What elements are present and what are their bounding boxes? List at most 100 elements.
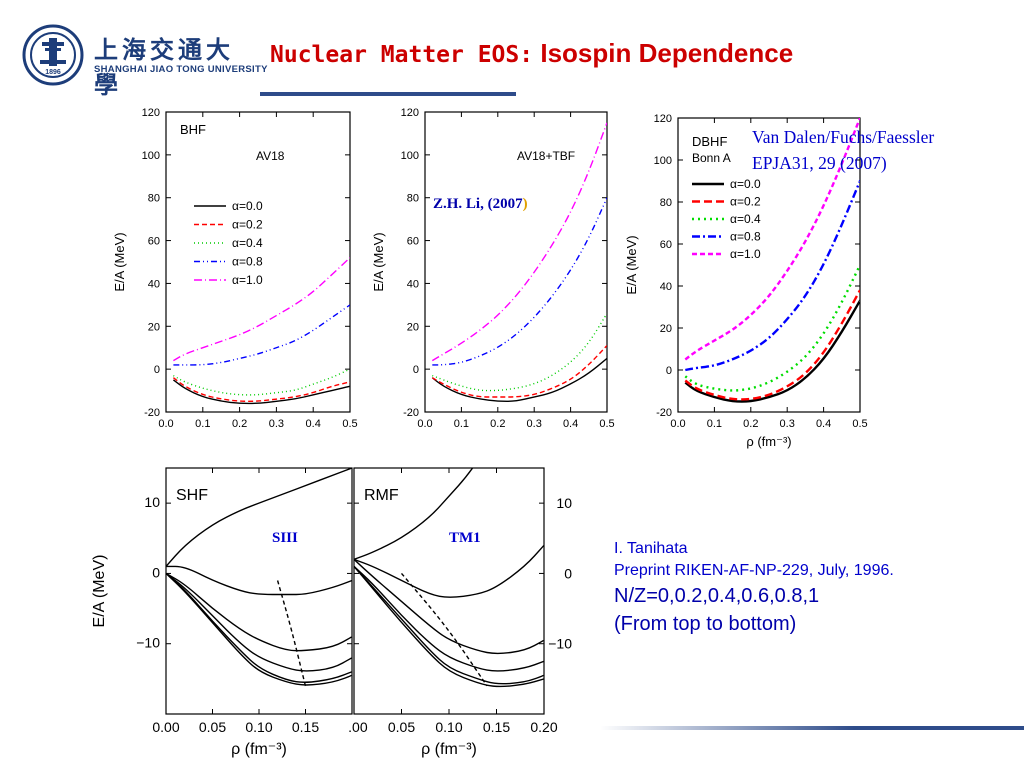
series-line---0-2 [431, 344, 607, 398]
series-line---1-0 [173, 257, 350, 362]
dbhf-credit-line1: Van Dalen/Fuchs/Faessler [752, 127, 935, 147]
y-tick-label: 10 [144, 494, 160, 510]
x-tick-label: 0.0 [417, 418, 432, 430]
series-line---0-8 [685, 179, 860, 372]
y-tick-label: -20 [144, 407, 160, 419]
panel-subtitle: AV18+TBF [517, 149, 575, 163]
series-line---0-0 [431, 357, 607, 403]
series-line---0-2 [172, 377, 350, 403]
plot-frame [165, 467, 353, 715]
x-tick-label: 0.0 [158, 418, 173, 430]
x-tick-label: 0.5 [852, 418, 867, 430]
university-name-cn: 上海交通大學 [94, 35, 234, 99]
x-tick-label: 0.5 [599, 418, 614, 430]
x-tick-label: 0.4 [563, 418, 578, 430]
x-tick-label: 0.2 [490, 418, 505, 430]
series-line-n-z-0-6 [166, 572, 352, 672]
legend-label: α=0.8 [730, 230, 761, 244]
series-line-n-z-0-2 [166, 565, 352, 596]
y-tick-label: 20 [148, 321, 160, 333]
series-line---0-4 [432, 313, 607, 392]
zhli-credit-paren: ) [522, 196, 528, 212]
y-tick-label: 60 [148, 236, 160, 248]
y-tick-label: -20 [656, 407, 672, 419]
y-tick-label: 40 [148, 278, 160, 290]
y-tick-label: 40 [660, 281, 672, 293]
legend-label: α=0.8 [232, 255, 263, 269]
y-axis-label: E/A (MeV) [624, 235, 639, 294]
x-tick-label: 0.2 [232, 418, 247, 430]
y-tick-label: 60 [407, 236, 419, 248]
series-line-n-z-0-8 [354, 565, 544, 685]
series-line-n-z-1 [354, 565, 544, 688]
chart-dbhf: 0.0 0.1 0.2 0.3 0.4 0.5 -20 0 20 40 60 80 100 120 ρ (f… [624, 113, 868, 449]
series-line-n-z-1 [166, 572, 352, 686]
x-tick-label: 0.4 [816, 418, 831, 430]
y-tick-label: 60 [660, 239, 672, 251]
x-axis-label: ρ (fm⁻³) [231, 741, 287, 758]
rmf-param-label: TM1 [449, 530, 481, 546]
y-axis-label: E/A (MeV) [112, 232, 127, 291]
series-line---1-0 [684, 118, 860, 361]
panel-title: DBHF [692, 134, 727, 149]
y-tick-label: 0 [152, 564, 160, 580]
legend-label: α=0.4 [730, 212, 761, 226]
tanihata-ref: Preprint RIKEN-AF-NP-229, July, 1996. [614, 562, 894, 579]
chart-shf: 0.00 0.05 0.10 0.15 −10 0 10 ρ (fm⁻³) E/A (MeV) S… [91, 467, 353, 758]
x-tick-label: 0.2 [743, 418, 758, 430]
slide-title-part1: Nuclear Matter EOS: [270, 42, 534, 68]
legend-label: α=0.4 [232, 236, 263, 250]
y-axis-label: E/A (MeV) [91, 555, 108, 628]
slide-title: Nuclear Matter EOS: Isospin Dependence [270, 38, 793, 69]
y-tick-label: 100 [654, 155, 672, 167]
legend-label: α=0.2 [232, 218, 263, 232]
shf-param-label: SIII [272, 530, 298, 546]
y-tick-label: −10 [548, 636, 572, 652]
series-line-n-z-0-2 [354, 544, 544, 598]
panel-subtitle: AV18 [256, 149, 285, 163]
legend-label: α=1.0 [730, 247, 761, 261]
y-tick-label: 80 [148, 193, 160, 205]
x-tick-label: 0.15 [483, 719, 510, 735]
series-line-n-z-0 [354, 468, 474, 561]
series-line-n-z-0-4 [166, 572, 352, 652]
x-axis-label: ρ (fm⁻³) [746, 434, 791, 449]
series-line---0-4 [173, 368, 350, 396]
plot-frame [353, 467, 545, 715]
seal-icon: 1896 [22, 24, 84, 86]
x-tick-label: 0.1 [195, 418, 210, 430]
seal-year: 1896 [45, 69, 61, 76]
tanihata-note: I. Tanihata Preprint RIKEN-AF-NP-229, Ju… [614, 538, 894, 638]
x-axis-label: ρ (fm⁻³) [421, 741, 477, 758]
y-axis-label: E/A (MeV) [371, 232, 386, 291]
tanihata-author: I. Tanihata [614, 540, 688, 557]
y-tick-label: 100 [401, 150, 419, 162]
y-tick-label: 120 [401, 107, 419, 119]
plot-frame [677, 117, 861, 413]
series-line---0-4 [684, 264, 860, 392]
x-tick-label: 0.5 [342, 418, 357, 430]
series-line---1-0 [431, 122, 607, 362]
series-line---0-0 [172, 379, 350, 405]
plot-frame [424, 111, 608, 413]
slide-title-part2: Isospin Dependence [540, 38, 794, 68]
university-name-en: SHANGHAI JIAO TONG UNIVERSITY [94, 64, 268, 75]
y-tick-label: 0 [413, 364, 419, 376]
x-tick-label: 0.10 [435, 719, 462, 735]
y-tick-label: 0 [564, 565, 572, 581]
tanihata-nz: N/Z=0,0.2,0.4,0.6,0.8,1 [614, 585, 820, 607]
x-tick-label: 0.00 [348, 719, 368, 735]
x-tick-label: 0.3 [527, 418, 542, 430]
legend-label: α=0.2 [730, 195, 761, 209]
series-line---0-8 [432, 197, 607, 366]
footer-rule [600, 726, 1024, 730]
series-line-saturation [400, 572, 488, 687]
zhli-credit-main: Z.H. Li, (2007 [433, 196, 523, 212]
series-line---0-0 [684, 299, 860, 403]
y-tick-label: 120 [654, 113, 672, 125]
x-tick-label: 0.05 [388, 719, 415, 735]
legend-label: α=0.0 [232, 199, 263, 213]
tanihata-order: (From top to bottom) [614, 613, 797, 635]
series-line-n-z-0-8 [166, 572, 352, 683]
